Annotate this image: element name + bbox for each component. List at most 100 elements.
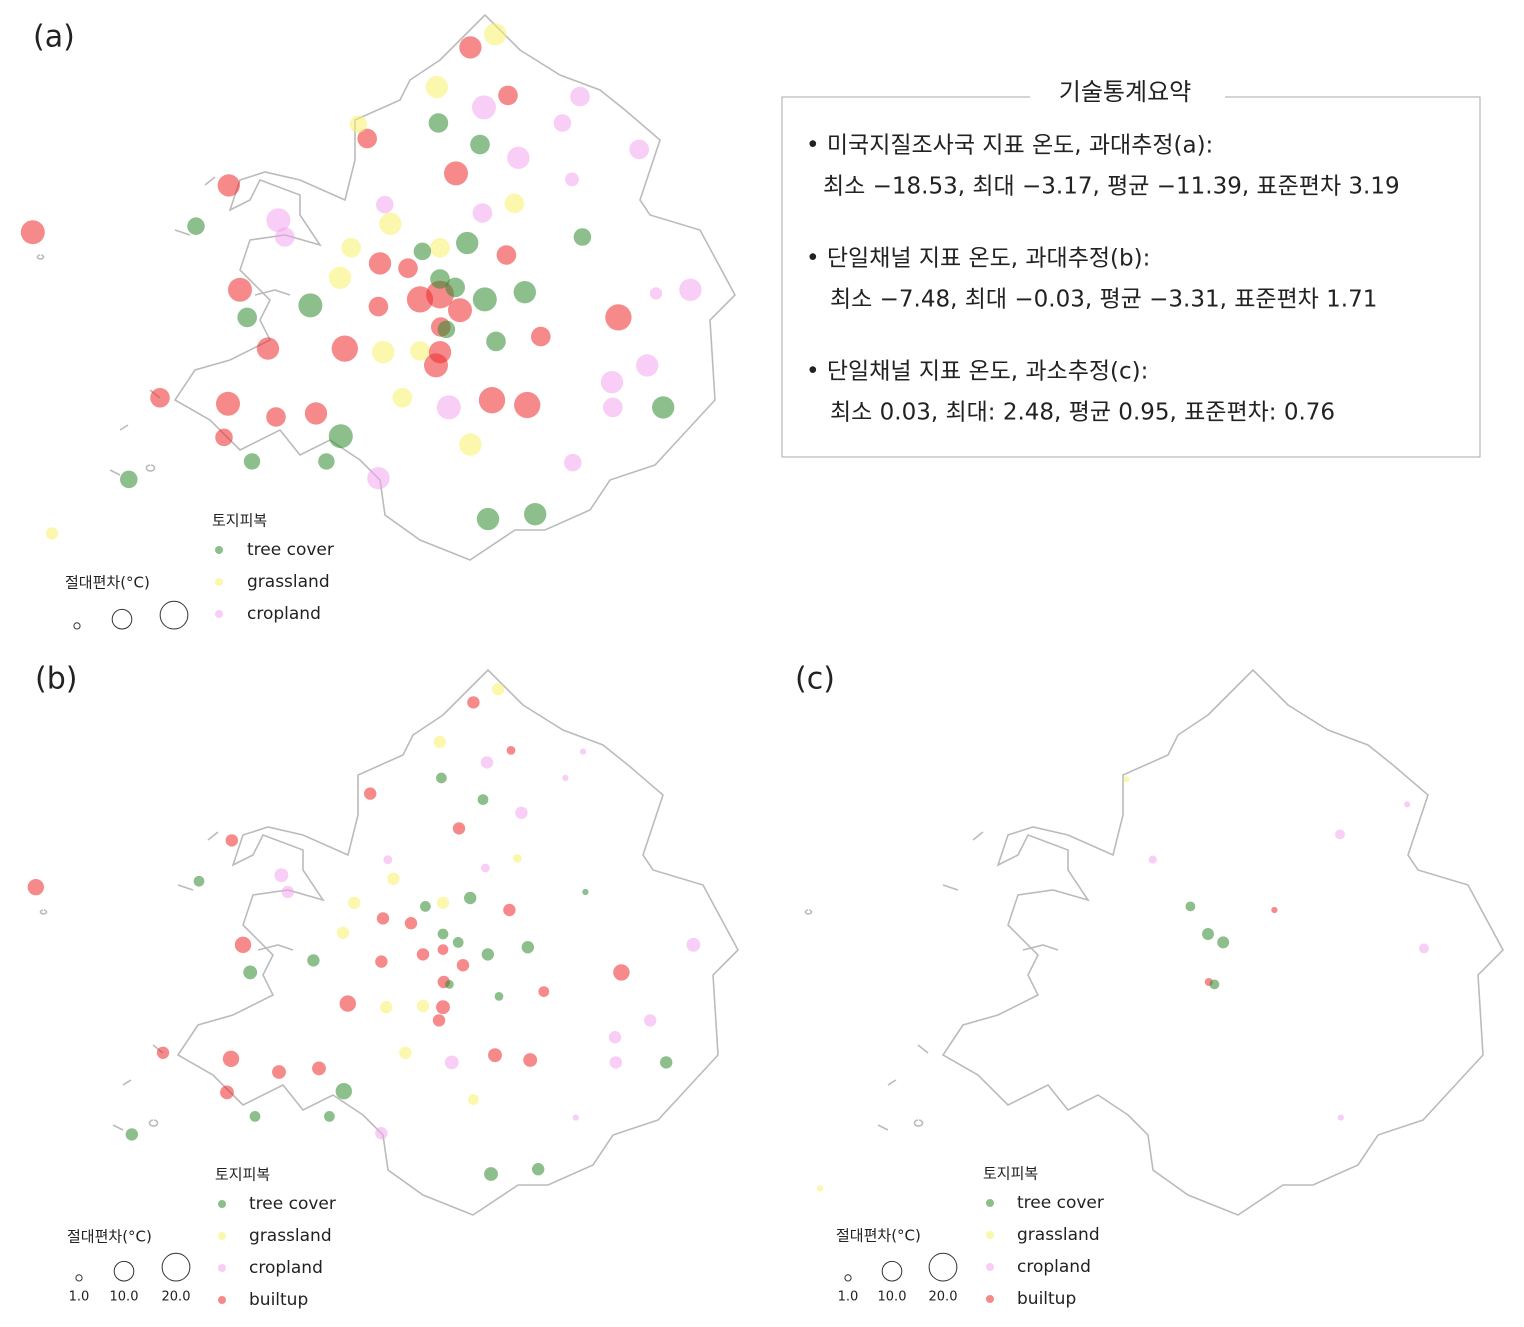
station-point	[1337, 1114, 1344, 1121]
station-point	[215, 391, 241, 416]
legend-label: tree cover	[1017, 1193, 1104, 1213]
station-point	[679, 278, 702, 301]
station-point	[387, 872, 400, 885]
size-legend-circle	[73, 622, 81, 630]
station-point	[514, 391, 541, 419]
legend-swatch	[215, 546, 223, 554]
size-legend-circle	[161, 1252, 191, 1282]
station-point	[437, 944, 449, 955]
station-point	[1419, 943, 1429, 954]
station-point	[600, 371, 624, 394]
station-point	[582, 888, 589, 896]
station-point	[243, 453, 261, 470]
station-point	[565, 172, 579, 187]
panel-label: (c)	[795, 662, 835, 697]
station-point	[686, 937, 701, 952]
station-point	[304, 402, 328, 425]
station-point	[341, 237, 362, 258]
legend-label: cropland	[249, 1258, 323, 1278]
legend-swatch	[218, 1232, 226, 1240]
station-point	[470, 134, 490, 155]
summary-stats: 최소 −7.48, 최대 −0.03, 평균 −3.31, 표준편차 1.71	[830, 287, 1377, 313]
legend-label: grassland	[247, 572, 330, 592]
station-point	[504, 193, 525, 214]
station-point	[281, 885, 294, 899]
size-legend-label: 10.0	[110, 1290, 139, 1305]
summary-heading: • 단일채널 지표 온도, 과소추정(c):	[806, 359, 1148, 385]
station-point	[336, 926, 350, 939]
station-point	[423, 353, 449, 378]
station-point	[467, 696, 480, 709]
station-point	[481, 863, 490, 873]
station-point	[472, 203, 493, 223]
station-point	[532, 1163, 545, 1176]
station-point	[447, 298, 473, 323]
station-point	[380, 1001, 393, 1014]
station-point	[456, 231, 479, 255]
station-point	[486, 331, 506, 352]
station-point	[430, 269, 450, 289]
station-point	[372, 341, 395, 364]
summary-stats: 최소 0.03, 최대: 2.48, 평균 0.95, 표준편차: 0.76	[830, 400, 1335, 426]
station-point	[1148, 855, 1157, 864]
size-legend-label: 20.0	[929, 1290, 958, 1305]
station-point	[27, 878, 45, 896]
station-point	[318, 453, 335, 470]
station-point	[416, 948, 430, 961]
station-point	[416, 999, 430, 1013]
station-point	[217, 174, 240, 197]
station-point	[368, 296, 389, 317]
station-point	[605, 304, 632, 331]
station-point	[375, 1127, 388, 1140]
size-legend-circle	[159, 600, 189, 630]
station-point	[1404, 801, 1411, 808]
station-point	[477, 794, 489, 805]
boundary	[39, 668, 739, 1216]
station-point	[307, 954, 320, 967]
station-point	[523, 1053, 538, 1067]
station-point	[367, 467, 390, 490]
station-point	[398, 258, 418, 279]
station-point	[425, 75, 448, 99]
station-point	[298, 293, 323, 318]
station-point	[452, 822, 466, 835]
marks	[20, 23, 1429, 1192]
station-point	[234, 936, 252, 954]
legend-swatch	[218, 1296, 226, 1304]
station-point	[572, 1114, 579, 1121]
station-point	[357, 128, 378, 149]
station-point	[649, 287, 663, 300]
station-point	[404, 917, 418, 930]
legend-swatch	[218, 1200, 226, 1208]
size-legend-circle	[928, 1252, 958, 1282]
legend-swatch	[215, 610, 223, 618]
station-point	[496, 245, 517, 265]
size-legend-label: 20.0	[162, 1290, 191, 1305]
legend-title: 토지피복	[212, 512, 267, 530]
station-point	[375, 955, 388, 968]
station-point	[392, 387, 413, 408]
station-point	[660, 1056, 673, 1069]
station-point	[433, 735, 446, 749]
station-point	[530, 326, 551, 347]
station-point	[476, 507, 500, 531]
station-point	[225, 834, 238, 847]
legend-label: tree cover	[247, 540, 334, 560]
legend-title: 토지피복	[983, 1165, 1038, 1183]
station-point	[506, 746, 516, 755]
station-point	[443, 161, 469, 186]
station-point	[1335, 829, 1345, 840]
station-point	[602, 397, 623, 418]
station-point	[220, 1085, 234, 1100]
station-point	[464, 891, 477, 905]
station-point	[420, 901, 431, 912]
legend-swatch	[986, 1295, 994, 1303]
station-point	[608, 1031, 622, 1044]
station-point	[328, 424, 353, 449]
station-point	[468, 1094, 479, 1105]
station-point	[521, 941, 534, 954]
station-point	[328, 266, 352, 289]
station-point	[515, 806, 528, 819]
station-point	[444, 1055, 459, 1070]
station-point	[445, 277, 466, 298]
